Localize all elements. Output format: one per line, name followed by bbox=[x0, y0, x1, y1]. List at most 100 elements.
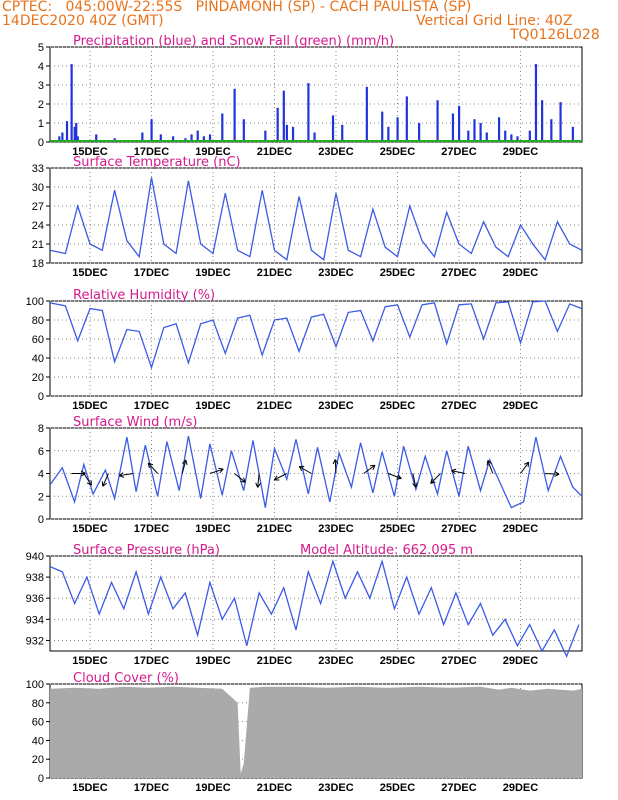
y-tick-label: 5 bbox=[38, 42, 44, 54]
wind-vector bbox=[147, 462, 159, 474]
y-tick-label: 100 bbox=[26, 296, 44, 308]
precip-bar bbox=[141, 132, 144, 142]
precip-bar bbox=[571, 126, 574, 142]
series-line bbox=[49, 559, 580, 658]
y-tick-label: 4 bbox=[38, 469, 44, 481]
y-tick-label: 8 bbox=[38, 423, 44, 435]
x-tick-label: 27DEC bbox=[441, 523, 477, 535]
precip-bar bbox=[58, 136, 61, 142]
wind-arrowhead bbox=[430, 478, 436, 484]
y-tick-label: 33 bbox=[32, 163, 44, 175]
x-tick-label: 19DEC bbox=[195, 267, 231, 279]
precip-bar bbox=[61, 132, 64, 142]
wind-vector bbox=[487, 460, 494, 474]
header-grid-note: Vertical Grid Line: 40Z bbox=[416, 13, 573, 29]
x-tick-label: 19DEC bbox=[195, 782, 231, 794]
x-tick-label: 27DEC bbox=[441, 655, 477, 667]
x-tick-label: 25DEC bbox=[380, 523, 416, 535]
x-tick-label: 17DEC bbox=[134, 146, 170, 158]
precip-bar bbox=[479, 123, 482, 142]
wind-arrowhead bbox=[80, 470, 86, 477]
y-tick-label: 932 bbox=[26, 635, 44, 647]
x-tick-label: 29DEC bbox=[503, 655, 539, 667]
wind-vector bbox=[451, 470, 466, 474]
wind-vector bbox=[234, 473, 246, 483]
x-tick-label: 25DEC bbox=[380, 782, 416, 794]
wind-arrowhead bbox=[101, 481, 108, 487]
y-tick-label: 940 bbox=[26, 551, 44, 563]
precip-bar bbox=[381, 111, 384, 142]
precip-bar bbox=[190, 134, 193, 142]
precip-bar bbox=[331, 115, 335, 142]
x-tick-label: 21DEC bbox=[257, 655, 293, 667]
x-tick-label: 19DEC bbox=[195, 400, 231, 412]
x-tick-label: 15DEC bbox=[72, 267, 108, 279]
panel-title: Cloud Cover (%) bbox=[73, 671, 179, 686]
x-tick-label: 23DEC bbox=[318, 400, 354, 412]
x-tick-label: 27DEC bbox=[441, 267, 477, 279]
wind-arrowhead bbox=[86, 480, 92, 486]
wind-arrowhead bbox=[412, 482, 418, 488]
precip-bar bbox=[405, 96, 408, 142]
x-tick-label: 23DEC bbox=[318, 267, 354, 279]
x-tick-label: 23DEC bbox=[318, 782, 354, 794]
precip-bar bbox=[172, 136, 175, 142]
precip-bar bbox=[76, 136, 79, 142]
wind-arrowhead bbox=[298, 466, 305, 472]
x-tick-label: 29DEC bbox=[503, 267, 539, 279]
wind-vector bbox=[388, 473, 402, 479]
precip-bar bbox=[467, 130, 470, 142]
wind-vector bbox=[363, 464, 376, 474]
precip-bar bbox=[95, 134, 98, 142]
y-tick-label: 1 bbox=[38, 118, 44, 130]
precip-bar bbox=[276, 107, 279, 142]
wind-vector bbox=[83, 473, 92, 486]
x-tick-label: 15DEC bbox=[72, 146, 108, 158]
panel-title: Precipitation (blue) and Snow Fall (gree… bbox=[73, 34, 394, 49]
x-tick-label: 23DEC bbox=[318, 655, 354, 667]
precip-bar bbox=[202, 136, 205, 142]
panel-frame bbox=[49, 46, 583, 143]
y-tick-label: 21 bbox=[32, 239, 44, 251]
y-tick-label: 27 bbox=[32, 201, 44, 213]
wind-vector bbox=[274, 473, 288, 481]
wind-arrowhead bbox=[147, 462, 154, 469]
wind-vector bbox=[209, 468, 224, 474]
y-tick-label: 60 bbox=[32, 717, 44, 729]
x-tick-label: 21DEC bbox=[257, 523, 293, 535]
precip-bar bbox=[264, 130, 267, 142]
y-tick-label: 24 bbox=[32, 220, 44, 232]
wind-arrowhead bbox=[182, 459, 188, 465]
wind-vector bbox=[520, 461, 530, 474]
wind-arrowhead bbox=[332, 459, 339, 465]
y-tick-label: 0 bbox=[38, 514, 44, 526]
precip-bar bbox=[541, 100, 544, 142]
x-tick-label: 17DEC bbox=[134, 782, 170, 794]
precip-bar bbox=[282, 90, 285, 142]
x-tick-label: 27DEC bbox=[441, 400, 477, 412]
wind-vector bbox=[257, 473, 260, 488]
y-tick-label: 80 bbox=[32, 698, 44, 710]
y-tick-label: 2 bbox=[38, 99, 44, 111]
precip-bar bbox=[516, 136, 519, 142]
x-tick-label: 21DEC bbox=[257, 400, 293, 412]
x-tick-label: 27DEC bbox=[441, 782, 477, 794]
precip-bar bbox=[418, 123, 421, 142]
x-tick-label: 17DEC bbox=[134, 400, 170, 412]
y-tick-label: 20 bbox=[32, 754, 44, 766]
x-tick-label: 15DEC bbox=[72, 523, 108, 535]
precip-bar bbox=[396, 117, 399, 142]
precip-bar bbox=[436, 100, 439, 142]
precip-bar bbox=[510, 134, 513, 142]
panel-title: Surface Wind (m/s) bbox=[73, 415, 197, 430]
precip-bar bbox=[285, 124, 288, 142]
panel-annotation: Model Altitude: 662.095 m bbox=[300, 543, 473, 558]
y-tick-label: 18 bbox=[32, 258, 44, 270]
x-tick-label: 23DEC bbox=[318, 523, 354, 535]
cloud-cover-area bbox=[50, 686, 582, 778]
header-model-code: TQ0126L028 bbox=[510, 27, 600, 43]
y-tick-label: 0 bbox=[38, 391, 44, 403]
series-line bbox=[49, 177, 583, 262]
precip-bar bbox=[208, 134, 212, 142]
x-tick-label: 21DEC bbox=[257, 782, 293, 794]
